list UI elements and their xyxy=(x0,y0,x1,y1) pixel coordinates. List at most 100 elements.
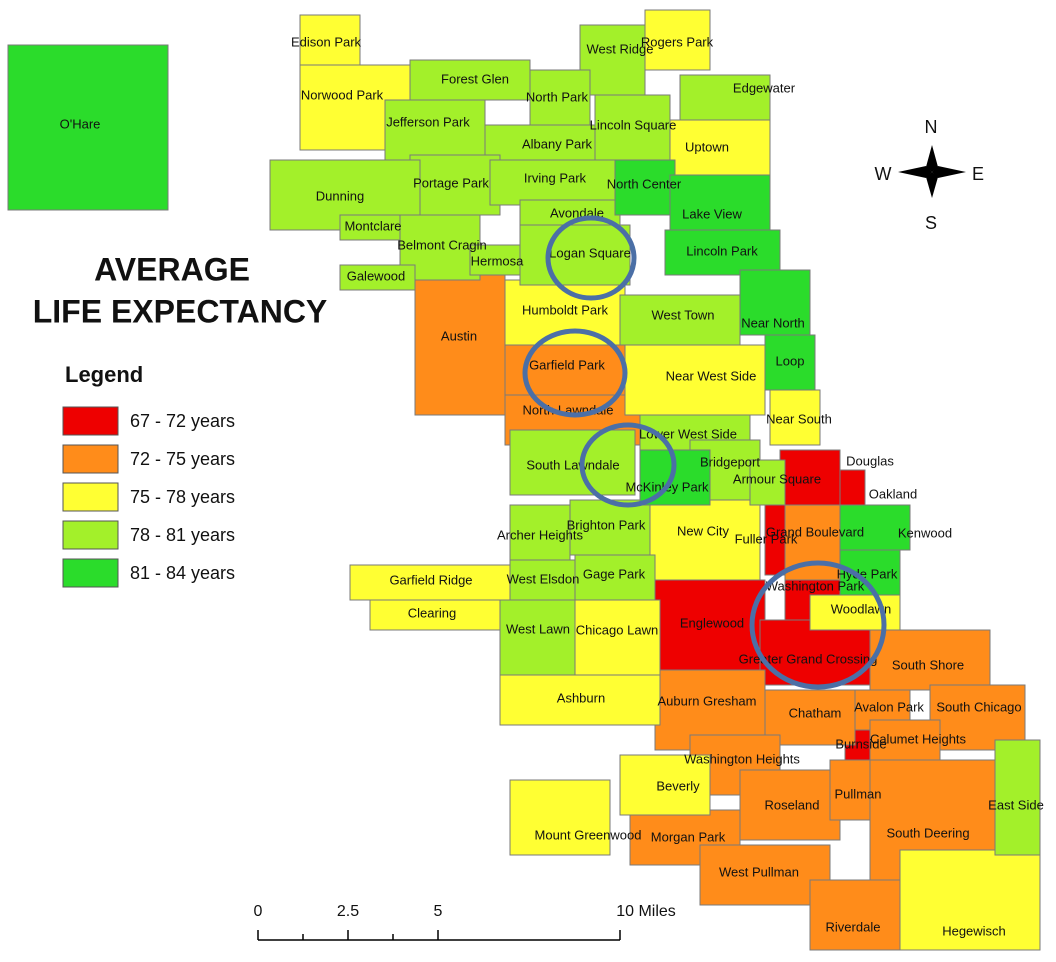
area-label: Pullman xyxy=(835,786,882,801)
community-area xyxy=(764,334,816,391)
scale-label: 10 Miles xyxy=(616,903,676,920)
community-area xyxy=(529,69,591,131)
community-area xyxy=(664,229,781,276)
compass-w: W xyxy=(875,164,892,184)
community-area xyxy=(339,264,416,291)
community-area xyxy=(339,214,401,241)
area-label: Fuller Park xyxy=(735,531,798,546)
community-area xyxy=(644,9,711,71)
area-label: North Center xyxy=(607,176,682,191)
scale-bar xyxy=(257,930,621,941)
area-label: Portage Park xyxy=(413,175,489,190)
community-area xyxy=(839,469,866,511)
community-area xyxy=(839,504,911,551)
area-label: Forest Glen xyxy=(441,71,509,86)
legend-label: 78 - 81 years xyxy=(130,525,235,545)
area-label: West Town xyxy=(651,307,714,322)
community-area xyxy=(7,44,169,211)
community-area xyxy=(594,94,671,161)
area-label: Morgan Park xyxy=(651,829,726,844)
area-label: Logan Square xyxy=(549,245,631,260)
area-label: Norwood Park xyxy=(301,87,384,102)
area-label: Bridgeport xyxy=(700,454,760,469)
community-area xyxy=(779,449,841,511)
community-area xyxy=(489,159,616,206)
community-area xyxy=(649,499,761,581)
area-label: Calumet Heights xyxy=(870,731,967,746)
area-label: Brighton Park xyxy=(567,517,646,532)
area-label: Greater Grand Crossing xyxy=(739,651,878,666)
legend-swatch xyxy=(62,406,119,436)
area-label: Riverdale xyxy=(826,919,881,934)
area-label: Loop xyxy=(776,353,805,368)
area-label: West Lawn xyxy=(506,621,570,636)
community-area xyxy=(509,429,636,496)
compass: N E S W xyxy=(875,117,985,233)
area-label: Belmont Cragin xyxy=(397,237,487,252)
community-area xyxy=(574,599,661,676)
compass-n: N xyxy=(925,117,938,137)
community-area xyxy=(519,224,631,286)
area-label: Irving Park xyxy=(524,170,587,185)
community-area xyxy=(299,14,361,66)
ring xyxy=(749,560,887,690)
area-label: Avalon Park xyxy=(854,699,924,714)
area-label: Ashburn xyxy=(557,690,605,705)
area-label: West Pullman xyxy=(719,864,799,879)
community-area xyxy=(669,119,771,176)
area-label: Armour Square xyxy=(733,471,821,486)
community-area xyxy=(739,269,811,336)
community-area xyxy=(384,99,486,161)
community-area xyxy=(619,294,741,346)
community-area xyxy=(499,674,661,726)
area-label: O'Hare xyxy=(60,116,101,131)
scale-label: 0 xyxy=(254,903,263,920)
area-label: North Park xyxy=(526,89,589,104)
community-area xyxy=(869,629,991,691)
community-area xyxy=(509,504,571,561)
community-area xyxy=(699,844,831,906)
scale-label: 5 xyxy=(434,903,443,920)
area-label: East Side xyxy=(988,797,1044,812)
area-label: Near West Side xyxy=(666,368,757,383)
area-label: Beverly xyxy=(656,778,700,793)
area-label: South Chicago xyxy=(936,699,1021,714)
legend-label: 75 - 78 years xyxy=(130,487,235,507)
area-label: Garfield Ridge xyxy=(389,572,472,587)
compass-arrow xyxy=(898,166,932,178)
area-label: Edgewater xyxy=(733,80,796,95)
legend-swatch xyxy=(62,520,119,550)
area-label: Oakland xyxy=(869,486,917,501)
area-label: Near South xyxy=(766,411,832,426)
community-area xyxy=(509,779,611,856)
community-area xyxy=(499,599,576,676)
legend-label: 72 - 75 years xyxy=(130,449,235,469)
ring xyxy=(545,215,637,301)
community-area xyxy=(669,174,771,236)
area-label: Englewood xyxy=(680,615,744,630)
area-label: Edison Park xyxy=(291,34,362,49)
area-label: Jefferson Park xyxy=(386,114,470,129)
title-line: AVERAGE xyxy=(94,251,250,287)
legend-label: 67 - 72 years xyxy=(130,411,235,431)
area-label: Clearing xyxy=(408,605,456,620)
area-label: Chicago Lawn xyxy=(576,622,658,637)
area-label: Rogers Park xyxy=(641,34,714,49)
highlight-rings xyxy=(522,215,887,690)
community-area xyxy=(679,74,771,121)
compass-s: S xyxy=(925,213,937,233)
area-label: West Elsdon xyxy=(507,571,580,586)
area-label: Gage Park xyxy=(583,566,646,581)
area-label: Hermosa xyxy=(471,253,525,268)
title-line: LIFE EXPECTANCY xyxy=(33,293,328,329)
area-label: Albany Park xyxy=(522,136,593,151)
area-label: Humboldt Park xyxy=(522,302,608,317)
area-label: Auburn Gresham xyxy=(658,693,757,708)
compass-arrow xyxy=(926,172,938,198)
area-label: Archer Heights xyxy=(497,527,583,542)
community-area xyxy=(369,599,501,631)
community-area xyxy=(739,769,841,841)
community-area xyxy=(809,879,901,951)
area-label: Chatham xyxy=(789,705,842,720)
area-label: Kenwood xyxy=(898,525,952,540)
